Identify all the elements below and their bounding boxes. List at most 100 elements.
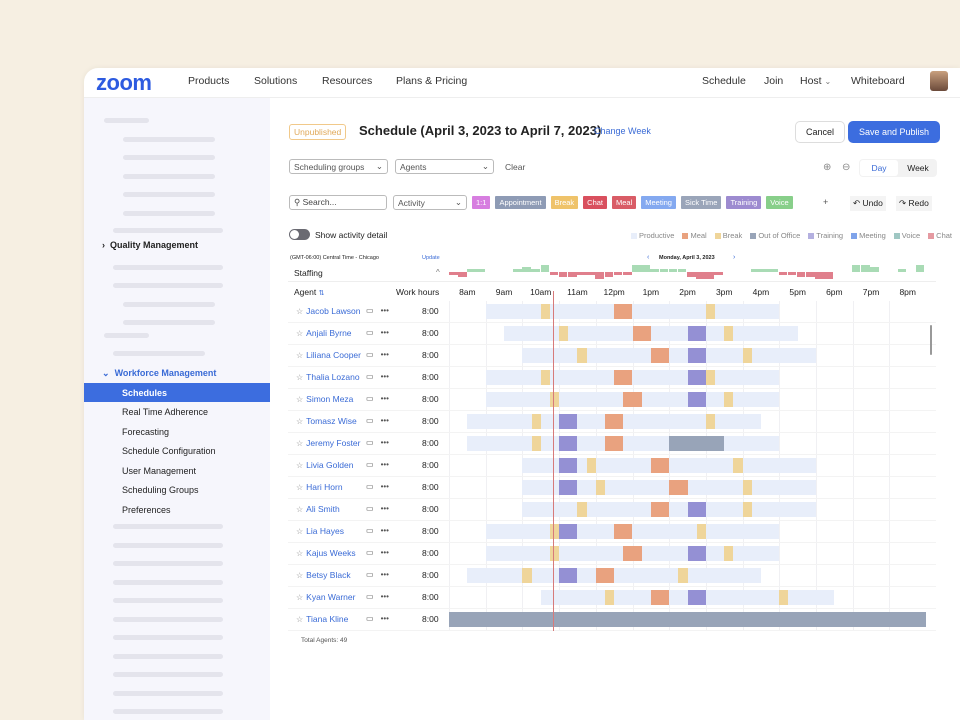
activity-block-meal[interactable]	[604, 414, 624, 429]
agent-name-link[interactable]: ☆ Thalia Lozano	[296, 372, 360, 382]
comment-icon[interactable]: ▭	[366, 350, 374, 359]
more-icon[interactable]: •••	[380, 614, 389, 623]
agent-name-link[interactable]: ☆ Jeremy Foster	[296, 438, 361, 448]
activity-block-break[interactable]	[549, 524, 560, 539]
star-icon[interactable]: ☆	[296, 394, 304, 404]
activity-block-break[interactable]	[540, 370, 550, 385]
sidebar-item-forecasting[interactable]: Forecasting	[122, 427, 170, 437]
more-icon[interactable]: •••	[380, 592, 389, 601]
more-icon[interactable]: •••	[380, 438, 389, 447]
sidebar-item-schedule-configuration[interactable]: Schedule Configuration	[122, 446, 216, 456]
nav-join[interactable]: Join	[764, 75, 784, 87]
update-link[interactable]: Update	[422, 255, 440, 261]
comment-icon[interactable]: ▭	[366, 372, 374, 381]
more-icon[interactable]: •••	[380, 328, 389, 337]
activity-block-training[interactable]	[559, 568, 578, 583]
star-icon[interactable]: ☆	[296, 416, 304, 426]
more-icon[interactable]: •••	[380, 460, 389, 469]
activity-block-break[interactable]	[577, 348, 587, 363]
agent-column-header[interactable]: Agent ⇅	[294, 287, 324, 297]
activity-block-break[interactable]	[705, 304, 716, 319]
star-icon[interactable]: ☆	[296, 526, 304, 536]
comment-icon[interactable]: ▭	[366, 592, 374, 601]
shift-block-productive[interactable]	[504, 326, 798, 341]
activity-block-break[interactable]	[549, 546, 560, 561]
nav-products[interactable]: Products	[188, 75, 230, 87]
activity-tag-meal[interactable]: Meal	[612, 196, 637, 209]
comment-icon[interactable]: ▭	[366, 548, 374, 557]
activity-block-training[interactable]	[559, 414, 578, 429]
more-icon[interactable]: •••	[380, 394, 389, 403]
sidebar-item-schedules[interactable]: Schedules	[84, 383, 270, 402]
comment-icon[interactable]: ▭	[366, 570, 374, 579]
activity-tag-training[interactable]: Training	[726, 196, 762, 209]
star-icon[interactable]: ☆	[296, 504, 304, 514]
more-icon[interactable]: •••	[380, 350, 389, 359]
activity-block-meal[interactable]	[669, 480, 688, 495]
activity-block-meal[interactable]	[623, 546, 642, 561]
more-icon[interactable]: •••	[380, 504, 389, 513]
activity-block-ooo[interactable]	[449, 612, 927, 627]
more-icon[interactable]: •••	[380, 526, 389, 535]
comment-icon[interactable]: ▭	[366, 614, 374, 623]
activity-tag-1-1[interactable]: 1:1	[472, 196, 491, 209]
sort-icon[interactable]: ⇅	[318, 290, 325, 297]
comment-icon[interactable]: ▭	[366, 438, 374, 447]
scheduling-groups-select[interactable]: Scheduling groups ⌄	[289, 159, 388, 174]
prev-day-button[interactable]: ‹	[647, 254, 650, 261]
activity-block-break[interactable]	[531, 436, 541, 451]
nav-whiteboard[interactable]: Whiteboard	[851, 75, 905, 87]
activity-block-meal[interactable]	[614, 370, 633, 385]
activity-block-meal[interactable]	[595, 568, 615, 583]
more-icon[interactable]: •••	[380, 482, 389, 491]
shift-block-productive[interactable]	[485, 370, 780, 385]
agents-select[interactable]: Agents ⌄	[395, 159, 494, 174]
more-icon[interactable]: •••	[380, 372, 389, 381]
activity-tag-chat[interactable]: Chat	[583, 196, 607, 209]
comment-icon[interactable]: ▭	[366, 328, 374, 337]
activity-block-break[interactable]	[742, 348, 752, 363]
vertical-scrollbar[interactable]	[930, 325, 932, 355]
activity-block-training[interactable]	[559, 524, 578, 539]
avatar[interactable]	[930, 71, 948, 91]
activity-block-meal[interactable]	[650, 502, 670, 517]
activity-block-break[interactable]	[540, 304, 550, 319]
nav-solutions[interactable]: Solutions	[254, 75, 298, 87]
activity-block-training[interactable]	[687, 502, 706, 517]
activity-tag-voice[interactable]: Voice	[766, 196, 793, 209]
agent-name-link[interactable]: ☆ Simon Meza	[296, 394, 353, 404]
week-view-button[interactable]: Week	[907, 163, 929, 173]
agent-name-link[interactable]: ☆ Livia Golden	[296, 460, 353, 470]
activity-block-break[interactable]	[724, 546, 734, 561]
activity-block-training[interactable]	[559, 480, 578, 495]
agent-name-link[interactable]: ☆ Tiana Kline	[296, 614, 348, 624]
add-activity-button[interactable]: +	[823, 197, 829, 207]
activity-block-meal[interactable]	[604, 436, 624, 451]
activity-block-break[interactable]	[696, 524, 706, 539]
comment-icon[interactable]: ▭	[366, 416, 374, 425]
sidebar-workforce-management[interactable]: ⌄ Workforce Management	[102, 368, 216, 379]
activity-tag-meeting[interactable]: Meeting	[641, 196, 676, 209]
save-and-publish-button[interactable]: Save and Publish	[848, 121, 941, 143]
zoom-in-icon[interactable]: ⊕	[823, 162, 832, 173]
zoom-logo[interactable]: zoom	[96, 70, 152, 95]
activity-block-training[interactable]	[687, 392, 706, 407]
activity-block-break[interactable]	[724, 392, 734, 407]
activity-block-meal[interactable]	[632, 326, 651, 341]
activity-block-training[interactable]	[559, 458, 578, 473]
activity-block-break[interactable]	[586, 458, 596, 473]
activity-detail-toggle[interactable]	[289, 229, 310, 240]
day-view-button[interactable]: Day	[860, 160, 898, 176]
sidebar-item-scheduling-groups[interactable]: Scheduling Groups	[122, 485, 199, 495]
star-icon[interactable]: ☆	[296, 570, 304, 580]
activity-block-ooo[interactable]	[669, 436, 725, 451]
shift-block-productive[interactable]	[467, 436, 780, 451]
activity-block-training[interactable]	[687, 370, 706, 385]
activity-block-meal[interactable]	[650, 458, 670, 473]
activity-block-training[interactable]	[687, 326, 706, 341]
agent-name-link[interactable]: ☆ Kyan Warner	[296, 592, 355, 602]
star-icon[interactable]: ☆	[296, 438, 304, 448]
change-week-link[interactable]: Change Week	[594, 126, 651, 136]
star-icon[interactable]: ☆	[296, 614, 304, 624]
agent-name-link[interactable]: ☆ Jacob Lawson	[296, 306, 361, 316]
